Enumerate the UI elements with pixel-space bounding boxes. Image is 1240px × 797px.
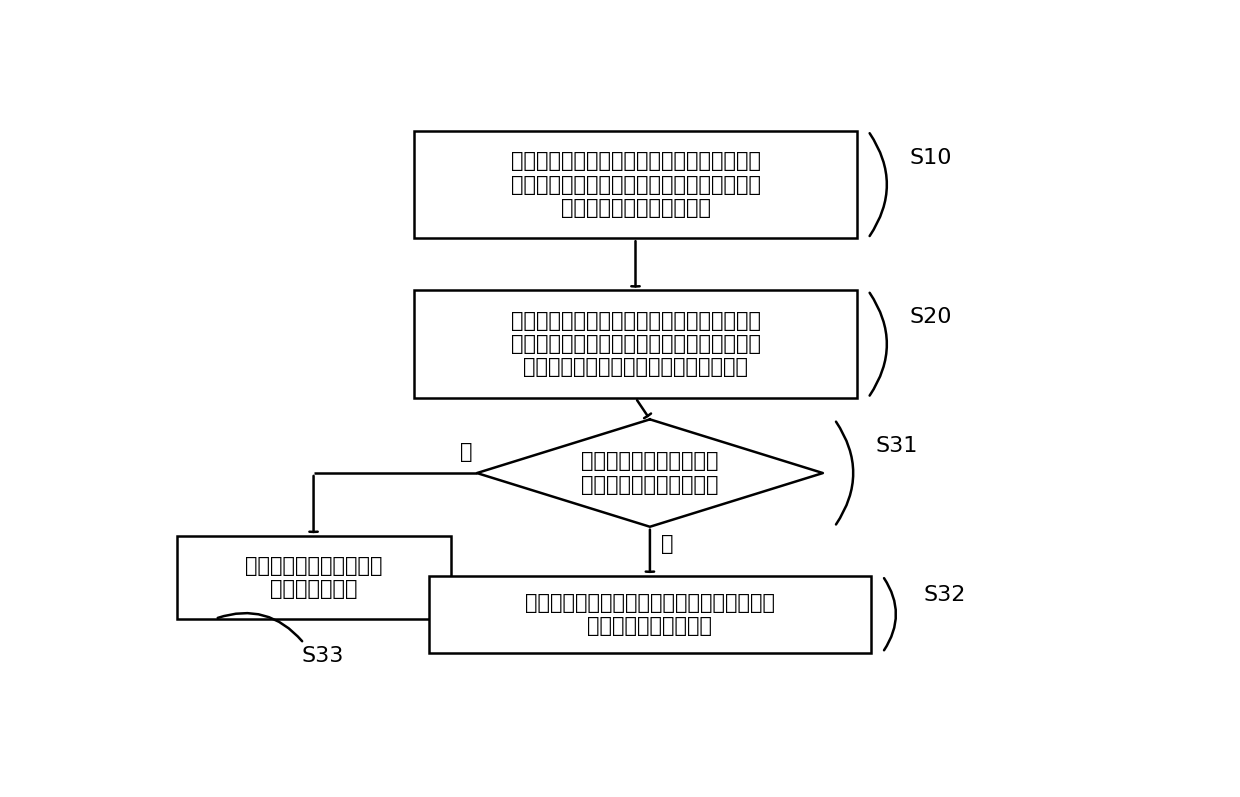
Text: S33: S33 bbox=[303, 646, 345, 666]
Text: 根据所述服装热阻、所述人体代谢率、所述人
体附近温度、所述人体附近湿度、所述人体附
近风速以及环境辐射温度计算人体舒适度: 根据所述服装热阻、所述人体代谢率、所述人 体附近温度、所述人体附近湿度、所述人体… bbox=[511, 311, 760, 378]
Text: 根据所述人体舒适度控制
所述空调器运行: 根据所述人体舒适度控制 所述空调器运行 bbox=[244, 556, 382, 599]
Text: S32: S32 bbox=[924, 585, 966, 605]
Text: S20: S20 bbox=[909, 308, 952, 328]
Text: 判断所述空调器所在环境
内的用户个数是否为多个: 判断所述空调器所在环境 内的用户个数是否为多个 bbox=[582, 451, 719, 495]
FancyBboxPatch shape bbox=[429, 576, 870, 653]
Text: 否: 否 bbox=[460, 442, 472, 462]
Text: 是: 是 bbox=[661, 534, 675, 554]
FancyBboxPatch shape bbox=[176, 536, 450, 618]
Polygon shape bbox=[477, 419, 823, 527]
FancyBboxPatch shape bbox=[414, 290, 857, 398]
FancyBboxPatch shape bbox=[414, 131, 857, 238]
Text: S31: S31 bbox=[875, 436, 918, 456]
Text: S10: S10 bbox=[909, 147, 952, 168]
Text: 根据所述人体舒适度中绝对值最大的人体舒适
度控制所述空调器运行: 根据所述人体舒适度中绝对值最大的人体舒适 度控制所述空调器运行 bbox=[525, 593, 775, 636]
Text: 获取空调器所在环境内用户的人体附近温度、
人体附近湿度、服装热阻、人体代谢率、人体
附近风速以及环境辐射温度: 获取空调器所在环境内用户的人体附近温度、 人体附近湿度、服装热阻、人体代谢率、人… bbox=[511, 151, 760, 218]
